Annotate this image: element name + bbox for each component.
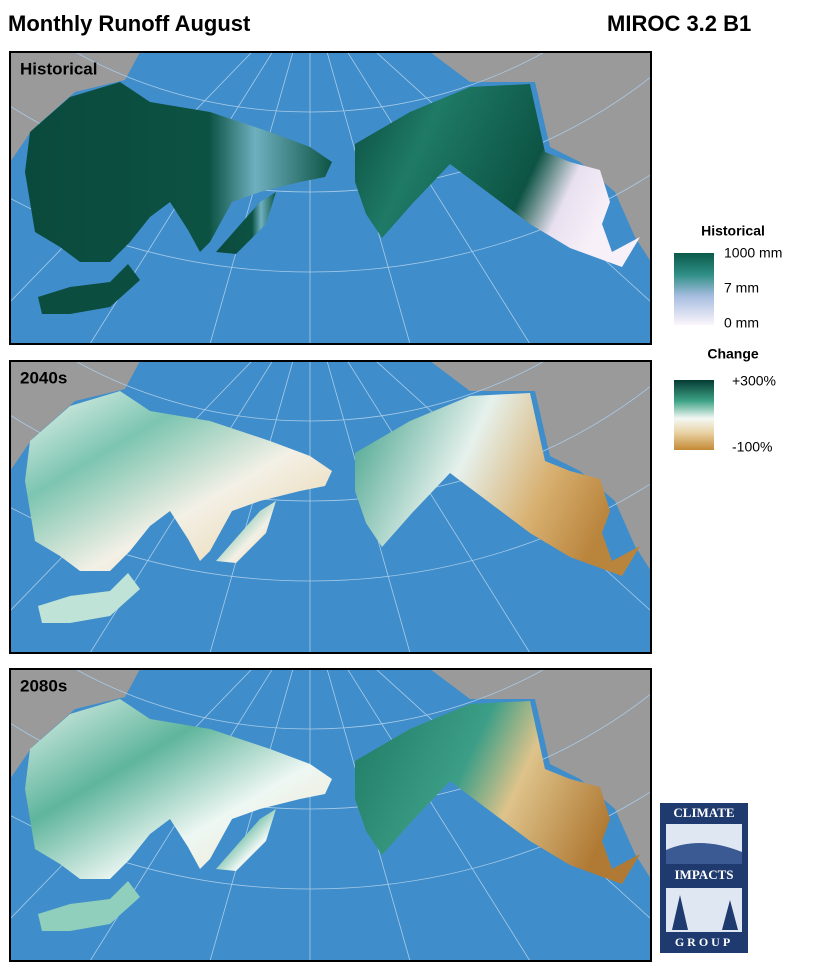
panel-label: 2040s <box>20 368 67 387</box>
logo-art <box>672 895 738 930</box>
legend-label: 0 mm <box>724 315 759 331</box>
panel-frame <box>9 360 652 654</box>
logo-text: IMPACTS <box>675 867 734 882</box>
logo-art <box>666 842 742 864</box>
legend-label: 1000 mm <box>724 245 782 261</box>
logo-text: CLIMATE <box>673 805 734 820</box>
legend-label: 7 mm <box>724 280 759 296</box>
panel-label: 2080s <box>20 676 67 695</box>
panel-label: Historical <box>20 59 97 78</box>
logo: CLIMATE IMPACTS GROUP <box>660 803 748 953</box>
legend-label: -100% <box>732 439 772 455</box>
legend-title: Change <box>707 346 759 362</box>
panel-frame <box>9 668 652 962</box>
legend-label: +300% <box>732 373 776 389</box>
legend-title: Historical <box>701 223 765 239</box>
logo-text: GROUP <box>675 935 733 949</box>
title: Monthly Runoff August <box>8 11 251 36</box>
colorbar-historical <box>674 253 714 325</box>
colorbar-change <box>674 380 714 450</box>
model-name: MIROC 3.2 B1 <box>607 11 751 36</box>
panel-frame <box>9 51 652 345</box>
